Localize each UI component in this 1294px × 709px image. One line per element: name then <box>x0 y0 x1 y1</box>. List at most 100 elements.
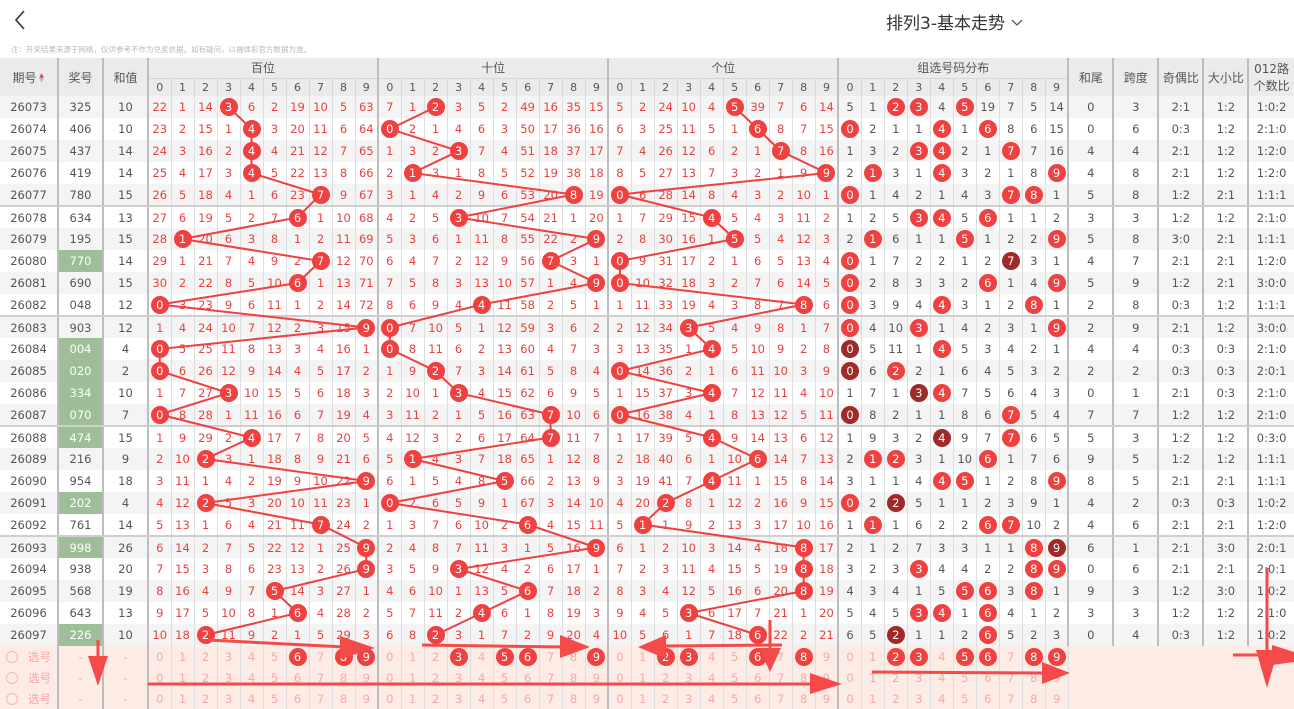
ge-select-cell[interactable]: 5 <box>723 688 747 709</box>
bai-select-cell[interactable]: 2 <box>194 667 218 688</box>
lottery-type-dropdown[interactable]: 排列3-基本走势 <box>886 9 1023 34</box>
bai-select-cell[interactable]: 3 <box>217 646 241 667</box>
radio-icon[interactable] <box>6 651 18 663</box>
group-selected-ball[interactable]: 5 <box>955 647 974 666</box>
ge-select-cell[interactable]: 2 <box>654 646 678 667</box>
ge-select-cell[interactable]: 3 <box>677 646 701 667</box>
bai-select-cell[interactable]: 5 <box>263 688 287 709</box>
shi-select-cell[interactable]: 6 <box>516 667 540 688</box>
shi-select-cell[interactable]: 1 <box>401 688 425 709</box>
group-select-cell[interactable]: 3 <box>907 646 931 667</box>
group-select-cell[interactable]: 8 <box>1022 688 1046 709</box>
ge-select-cell[interactable]: 0 <box>607 646 632 667</box>
ge-select-cell[interactable]: 2 <box>654 667 678 688</box>
shi-select-cell[interactable]: 2 <box>424 688 448 709</box>
shi-selected-ball[interactable]: 9 <box>587 647 606 666</box>
ge-select-cell[interactable]: 9 <box>815 646 839 667</box>
ge-select-cell[interactable]: 9 <box>815 688 839 709</box>
ge-select-cell[interactable]: 2 <box>654 688 678 709</box>
group-selected-ball[interactable]: 9 <box>1047 647 1066 666</box>
group-select-cell[interactable]: 7 <box>999 646 1023 667</box>
bai-select-cell[interactable]: 7 <box>309 688 333 709</box>
bai-selected-ball[interactable]: 9 <box>357 647 376 666</box>
bai-select-cell[interactable]: 2 <box>194 688 218 709</box>
group-select-cell[interactable]: 3 <box>907 667 931 688</box>
ge-select-cell[interactable]: 4 <box>700 688 724 709</box>
ge-select-cell[interactable]: 9 <box>815 667 839 688</box>
group-select-cell[interactable]: 3 <box>907 688 931 709</box>
shi-select-cell[interactable]: 9 <box>585 667 609 688</box>
shi-select-cell[interactable]: 3 <box>447 688 471 709</box>
ge-select-cell[interactable]: 7 <box>769 646 793 667</box>
shi-select-cell[interactable]: 0 <box>377 646 402 667</box>
bai-select-cell[interactable]: 6 <box>286 667 310 688</box>
group-selected-ball[interactable]: 2 <box>886 647 905 666</box>
bai-select-cell[interactable]: 3 <box>217 667 241 688</box>
shi-select-cell[interactable]: 5 <box>493 688 517 709</box>
bai-select-cell[interactable]: 8 <box>332 646 356 667</box>
bai-select-cell[interactable]: 0 <box>147 688 172 709</box>
group-select-cell[interactable]: 0 <box>837 688 862 709</box>
shi-selected-ball[interactable]: 3 <box>449 647 468 666</box>
group-select-cell[interactable]: 0 <box>837 667 862 688</box>
group-select-cell[interactable]: 5 <box>953 667 977 688</box>
shi-select-cell[interactable]: 0 <box>377 688 402 709</box>
bai-selected-ball[interactable]: 8 <box>334 647 353 666</box>
group-select-cell[interactable]: 5 <box>953 688 977 709</box>
bai-select-cell[interactable]: 7 <box>309 646 333 667</box>
ge-select-cell[interactable]: 7 <box>769 667 793 688</box>
ge-select-cell[interactable]: 3 <box>677 667 701 688</box>
ge-select-cell[interactable]: 6 <box>746 646 770 667</box>
ge-select-cell[interactable]: 1 <box>631 688 655 709</box>
group-select-cell[interactable]: 8 <box>1022 667 1046 688</box>
ge-select-cell[interactable]: 0 <box>607 688 632 709</box>
ge-select-cell[interactable]: 6 <box>746 688 770 709</box>
group-select-cell[interactable]: 1 <box>861 646 885 667</box>
group-select-cell[interactable]: 2 <box>884 688 908 709</box>
ge-selected-ball[interactable]: 3 <box>679 647 698 666</box>
shi-selected-ball[interactable]: 6 <box>518 647 537 666</box>
bai-select-cell[interactable]: 5 <box>263 646 287 667</box>
bai-select-cell[interactable]: 1 <box>171 667 195 688</box>
shi-select-cell[interactable]: 5 <box>493 646 517 667</box>
group-select-cell[interactable]: 4 <box>930 646 954 667</box>
group-select-cell[interactable]: 1 <box>861 667 885 688</box>
back-button[interactable] <box>10 8 32 32</box>
bai-select-cell[interactable]: 4 <box>240 646 264 667</box>
group-select-cell[interactable]: 6 <box>976 688 1000 709</box>
group-selected-ball[interactable]: 3 <box>909 647 928 666</box>
ge-select-cell[interactable]: 4 <box>700 646 724 667</box>
shi-select-cell[interactable]: 3 <box>447 667 471 688</box>
group-select-cell[interactable]: 6 <box>976 646 1000 667</box>
bai-select-cell[interactable]: 6 <box>286 646 310 667</box>
bai-select-cell[interactable]: 5 <box>263 667 287 688</box>
group-select-cell[interactable]: 7 <box>999 667 1023 688</box>
ge-select-cell[interactable]: 4 <box>700 667 724 688</box>
group-select-cell[interactable]: 9 <box>1045 646 1069 667</box>
group-selected-ball[interactable]: 6 <box>978 647 997 666</box>
ge-select-cell[interactable]: 8 <box>792 646 816 667</box>
group-select-cell[interactable]: 4 <box>930 688 954 709</box>
shi-select-cell[interactable]: 8 <box>562 646 586 667</box>
bai-select-cell[interactable]: 1 <box>171 646 195 667</box>
ge-selected-ball[interactable]: 8 <box>794 647 813 666</box>
ge-select-cell[interactable]: 0 <box>607 667 632 688</box>
shi-select-cell[interactable]: 4 <box>470 646 494 667</box>
shi-select-cell[interactable]: 4 <box>470 667 494 688</box>
shi-select-cell[interactable]: 5 <box>493 667 517 688</box>
ge-select-cell[interactable]: 1 <box>631 646 655 667</box>
bai-select-cell[interactable]: 0 <box>147 646 172 667</box>
group-select-cell[interactable]: 9 <box>1045 688 1069 709</box>
bai-select-cell[interactable]: 2 <box>194 646 218 667</box>
ge-select-cell[interactable]: 8 <box>792 688 816 709</box>
shi-select-cell[interactable]: 1 <box>401 646 425 667</box>
group-select-cell[interactable]: 4 <box>930 667 954 688</box>
bai-select-cell[interactable]: 7 <box>309 667 333 688</box>
ge-select-cell[interactable]: 1 <box>631 667 655 688</box>
bai-select-cell[interactable]: 6 <box>286 688 310 709</box>
ge-select-cell[interactable]: 7 <box>769 688 793 709</box>
ge-selected-ball[interactable]: 6 <box>748 647 767 666</box>
selection-label-cell[interactable]: 选号 <box>0 646 59 667</box>
bai-select-cell[interactable]: 9 <box>355 688 379 709</box>
shi-select-cell[interactable]: 2 <box>424 667 448 688</box>
